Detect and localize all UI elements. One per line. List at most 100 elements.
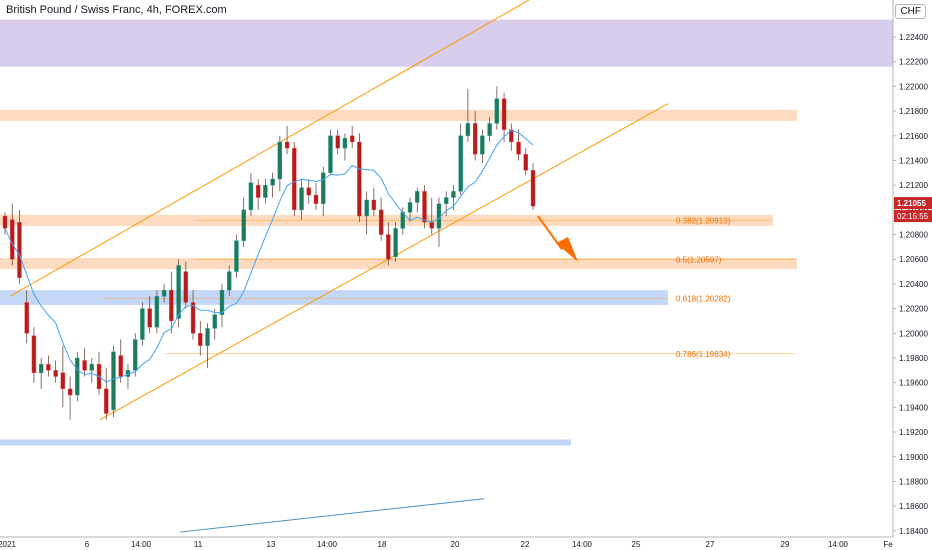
x-tick-label: 18 (378, 540, 387, 549)
candle-body (270, 178, 275, 186)
trend-line (179, 498, 485, 533)
y-tick-label: 1.20000 (899, 329, 928, 338)
candle-body (371, 199, 377, 211)
candle-body (313, 194, 319, 204)
candle-body (205, 328, 210, 346)
candle-body (501, 98, 507, 130)
candle-body (60, 372, 66, 390)
x-tick-label: 22 (521, 540, 530, 549)
candle-body (422, 191, 427, 223)
x-tick-label: 14:00 (828, 540, 849, 549)
x-tick-label: 14:00 (131, 540, 152, 549)
candle-body (523, 154, 528, 171)
x-tick-label: 25 (632, 540, 641, 549)
candle-body (198, 333, 203, 346)
x-tick-label: 14:00 (317, 540, 338, 549)
candle-body (104, 388, 109, 414)
candle-body (465, 123, 471, 136)
fib-label: 0.382(1.20913) (676, 217, 731, 226)
fib-label: 0.5(1.20597) (676, 256, 722, 265)
y-tick-label: 1.20200 (899, 305, 928, 314)
candle-body (429, 222, 434, 229)
y-tick-label: 1.21600 (899, 132, 928, 141)
y-tick-label: 1.22200 (899, 58, 928, 67)
candle-body (386, 234, 391, 260)
candle-body (183, 271, 189, 303)
candle-body (176, 265, 181, 319)
candle-body (487, 123, 492, 136)
candle-body (357, 141, 362, 217)
y-tick-label: 1.22000 (899, 82, 928, 91)
candle-body (248, 182, 254, 211)
candle-body (299, 187, 304, 211)
orange-zone-top (0, 109, 797, 121)
candle-body (509, 129, 514, 143)
candle-body (38, 363, 44, 374)
candle-body (219, 289, 225, 315)
x-tick-label: 14:00 (572, 540, 593, 549)
y-tick-label: 1.20600 (899, 255, 928, 264)
candle-body (10, 219, 15, 260)
candle-body (31, 335, 37, 374)
y-tick-label: 1.18600 (899, 502, 928, 511)
candle-body (436, 203, 442, 229)
y-tick-label: 1.22400 (899, 33, 928, 42)
candle-body (415, 191, 420, 203)
orange-zone-05 (0, 258, 797, 270)
y-tick-label: 1.19200 (899, 428, 928, 437)
y-tick-label: 1.19000 (899, 453, 928, 462)
candle-body (46, 363, 51, 371)
candle-body (277, 141, 283, 180)
chart-title: British Pound / Swiss Franc, 4h, FOREX.c… (6, 4, 227, 16)
countdown-label: 02:15:55 (897, 212, 929, 221)
candle-body (342, 138, 348, 149)
countdown-badge (894, 210, 932, 223)
candle-body (132, 339, 138, 371)
channel-lower-line (99, 103, 669, 421)
candle-body (53, 370, 58, 377)
x-tick-label: Fe (883, 540, 893, 549)
y-tick-label: 1.20800 (899, 231, 928, 240)
candle-body (111, 351, 116, 411)
candle-body (393, 228, 398, 257)
price-label: 1.21055 (897, 199, 926, 208)
candle-body (494, 98, 500, 124)
blue-zone-bottom (0, 439, 571, 446)
x-tick-label: 27 (706, 540, 715, 549)
candle-body (75, 357, 80, 396)
candle-body (17, 222, 22, 278)
y-tick-label: 1.19800 (899, 354, 928, 363)
candle-body (255, 184, 261, 198)
x-tick-label: 13 (267, 540, 276, 549)
candle-body (190, 302, 196, 334)
candle-body (364, 199, 369, 217)
candle-body (458, 135, 463, 192)
blue-zone-618 (0, 290, 668, 305)
y-tick-label: 1.19600 (899, 379, 928, 388)
candle-body (328, 135, 333, 174)
candle-body (472, 123, 478, 155)
candle-body (2, 215, 8, 229)
x-tick-label: 2021 (0, 540, 16, 549)
moving-average-line (4, 129, 534, 383)
fib-label: 0.618(1.20282) (676, 294, 731, 303)
x-tick-label: 6 (85, 540, 90, 549)
candle-body (118, 355, 123, 377)
candle-body (24, 302, 29, 334)
candle-body (378, 209, 384, 235)
fib-label: 0.786(1.19834) (676, 350, 731, 359)
y-tick-label: 1.18400 (899, 527, 928, 536)
currency-badge[interactable]: CHF (895, 4, 926, 19)
candle-body (67, 388, 73, 396)
candle-body (169, 289, 174, 322)
candle-body (335, 135, 340, 149)
y-tick-label: 1.20400 (899, 280, 928, 289)
x-tick-label: 29 (781, 540, 790, 549)
price-badge (894, 197, 932, 210)
y-tick-label: 1.21400 (899, 156, 928, 165)
x-tick-label: 20 (451, 540, 460, 549)
y-tick-label: 1.18800 (899, 477, 928, 486)
candle-body (407, 202, 413, 213)
x-tick-label: 11 (194, 540, 203, 549)
